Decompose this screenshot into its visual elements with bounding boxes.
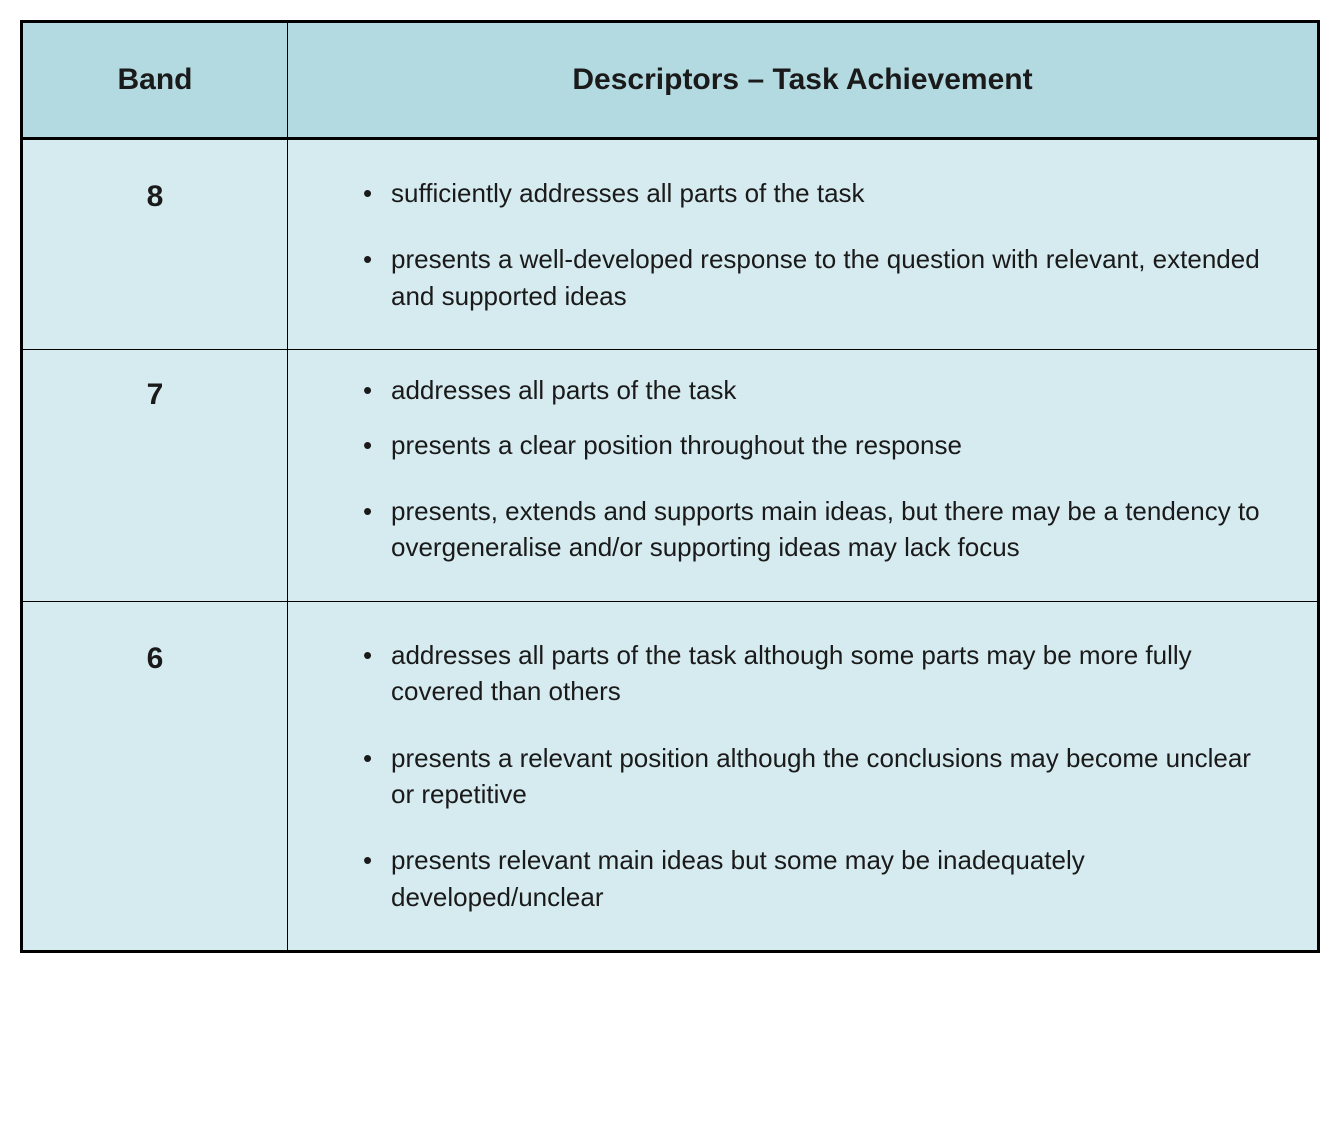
header-descriptors-label: Descriptors – Task Achievement — [572, 63, 1032, 96]
band-number: 8 — [147, 180, 164, 213]
descriptors-list: sufficiently addresses all parts of the … — [328, 175, 1267, 314]
descriptor-item: presents a relevant position although th… — [363, 740, 1267, 813]
band-number: 6 — [147, 642, 164, 675]
table-row: 8 sufficiently addresses all parts of th… — [23, 140, 1317, 350]
descriptors-cell: sufficiently addresses all parts of the … — [288, 140, 1317, 349]
descriptors-list: addresses all parts of the task although… — [328, 637, 1267, 915]
header-cell-descriptors: Descriptors – Task Achievement — [288, 23, 1317, 137]
table-row: 6 addresses all parts of the task althou… — [23, 602, 1317, 950]
header-cell-band: Band — [23, 23, 288, 137]
band-descriptors-table: Band Descriptors – Task Achievement 8 su… — [20, 20, 1320, 953]
descriptor-item: sufficiently addresses all parts of the … — [363, 175, 1267, 211]
band-cell: 7 — [23, 350, 288, 601]
band-cell: 8 — [23, 140, 288, 349]
descriptor-item: presents a well-developed response to th… — [363, 241, 1267, 314]
descriptors-list: addresses all parts of the task presents… — [328, 372, 1267, 566]
descriptors-cell: addresses all parts of the task although… — [288, 602, 1317, 950]
descriptor-item: presents a clear position throughout the… — [363, 427, 1267, 463]
band-number: 7 — [147, 378, 164, 411]
descriptors-cell: addresses all parts of the task presents… — [288, 350, 1317, 601]
descriptor-item: addresses all parts of the task although… — [363, 637, 1267, 710]
table-header-row: Band Descriptors – Task Achievement — [23, 23, 1317, 140]
header-band-label: Band — [118, 63, 193, 96]
table-row: 7 addresses all parts of the task presen… — [23, 350, 1317, 602]
descriptor-item: addresses all parts of the task — [363, 372, 1267, 408]
descriptor-item: presents, extends and supports main idea… — [363, 493, 1267, 566]
descriptor-item: presents relevant main ideas but some ma… — [363, 842, 1267, 915]
band-cell: 6 — [23, 602, 288, 950]
